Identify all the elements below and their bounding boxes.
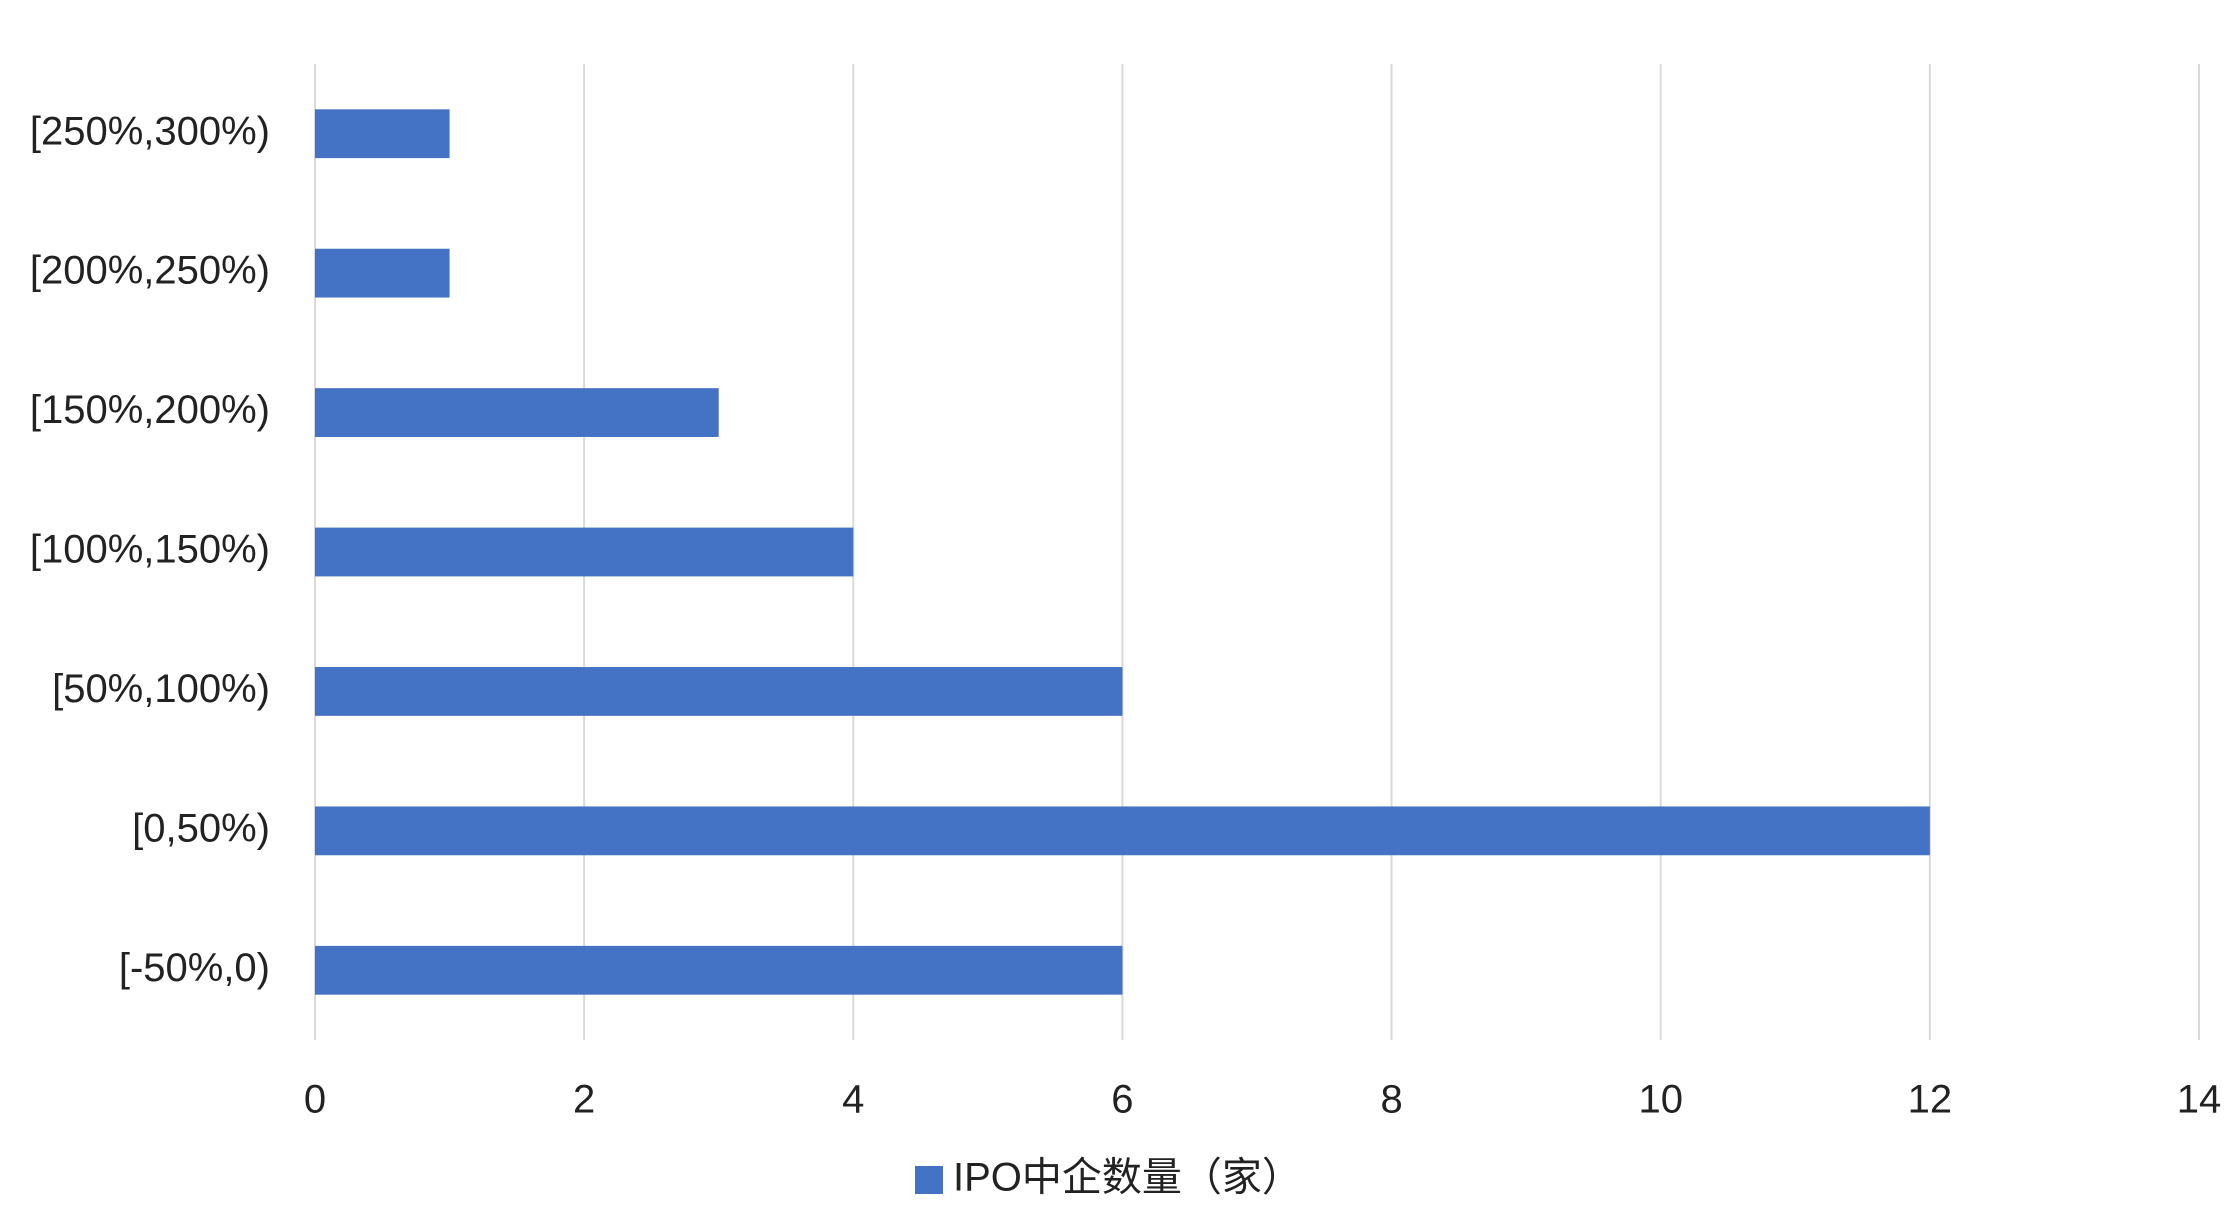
- legend-label: IPO中企数量（家）: [953, 1156, 1302, 1200]
- x-tick-label: 8: [1380, 1078, 1402, 1122]
- bar: [315, 667, 1123, 716]
- x-tick-label: 0: [304, 1078, 326, 1122]
- y-tick-label: [50%,100%): [52, 667, 270, 711]
- bar: [315, 527, 854, 577]
- legend-swatch: [915, 1166, 943, 1194]
- y-tick-label: [0,50%): [132, 806, 270, 850]
- bar: [315, 806, 1930, 856]
- bar: [315, 945, 1123, 995]
- y-tick-label: [200%,250%): [30, 249, 270, 293]
- x-tick-label: 4: [842, 1078, 864, 1122]
- x-tick-label: 12: [1908, 1078, 1953, 1122]
- bar: [315, 109, 450, 159]
- bar: [315, 388, 719, 437]
- bar: [315, 248, 450, 298]
- y-tick-label: [250%,300%): [30, 109, 270, 153]
- x-tick-label: 6: [1111, 1078, 1133, 1122]
- x-tick-label: 2: [573, 1078, 595, 1122]
- y-tick-label: [100%,150%): [30, 528, 270, 572]
- x-tick-label: 14: [2177, 1078, 2222, 1122]
- x-tick-label: 10: [1638, 1078, 1683, 1122]
- y-tick-label: [150%,200%): [30, 388, 270, 432]
- y-tick-label: [-50%,0): [119, 946, 270, 990]
